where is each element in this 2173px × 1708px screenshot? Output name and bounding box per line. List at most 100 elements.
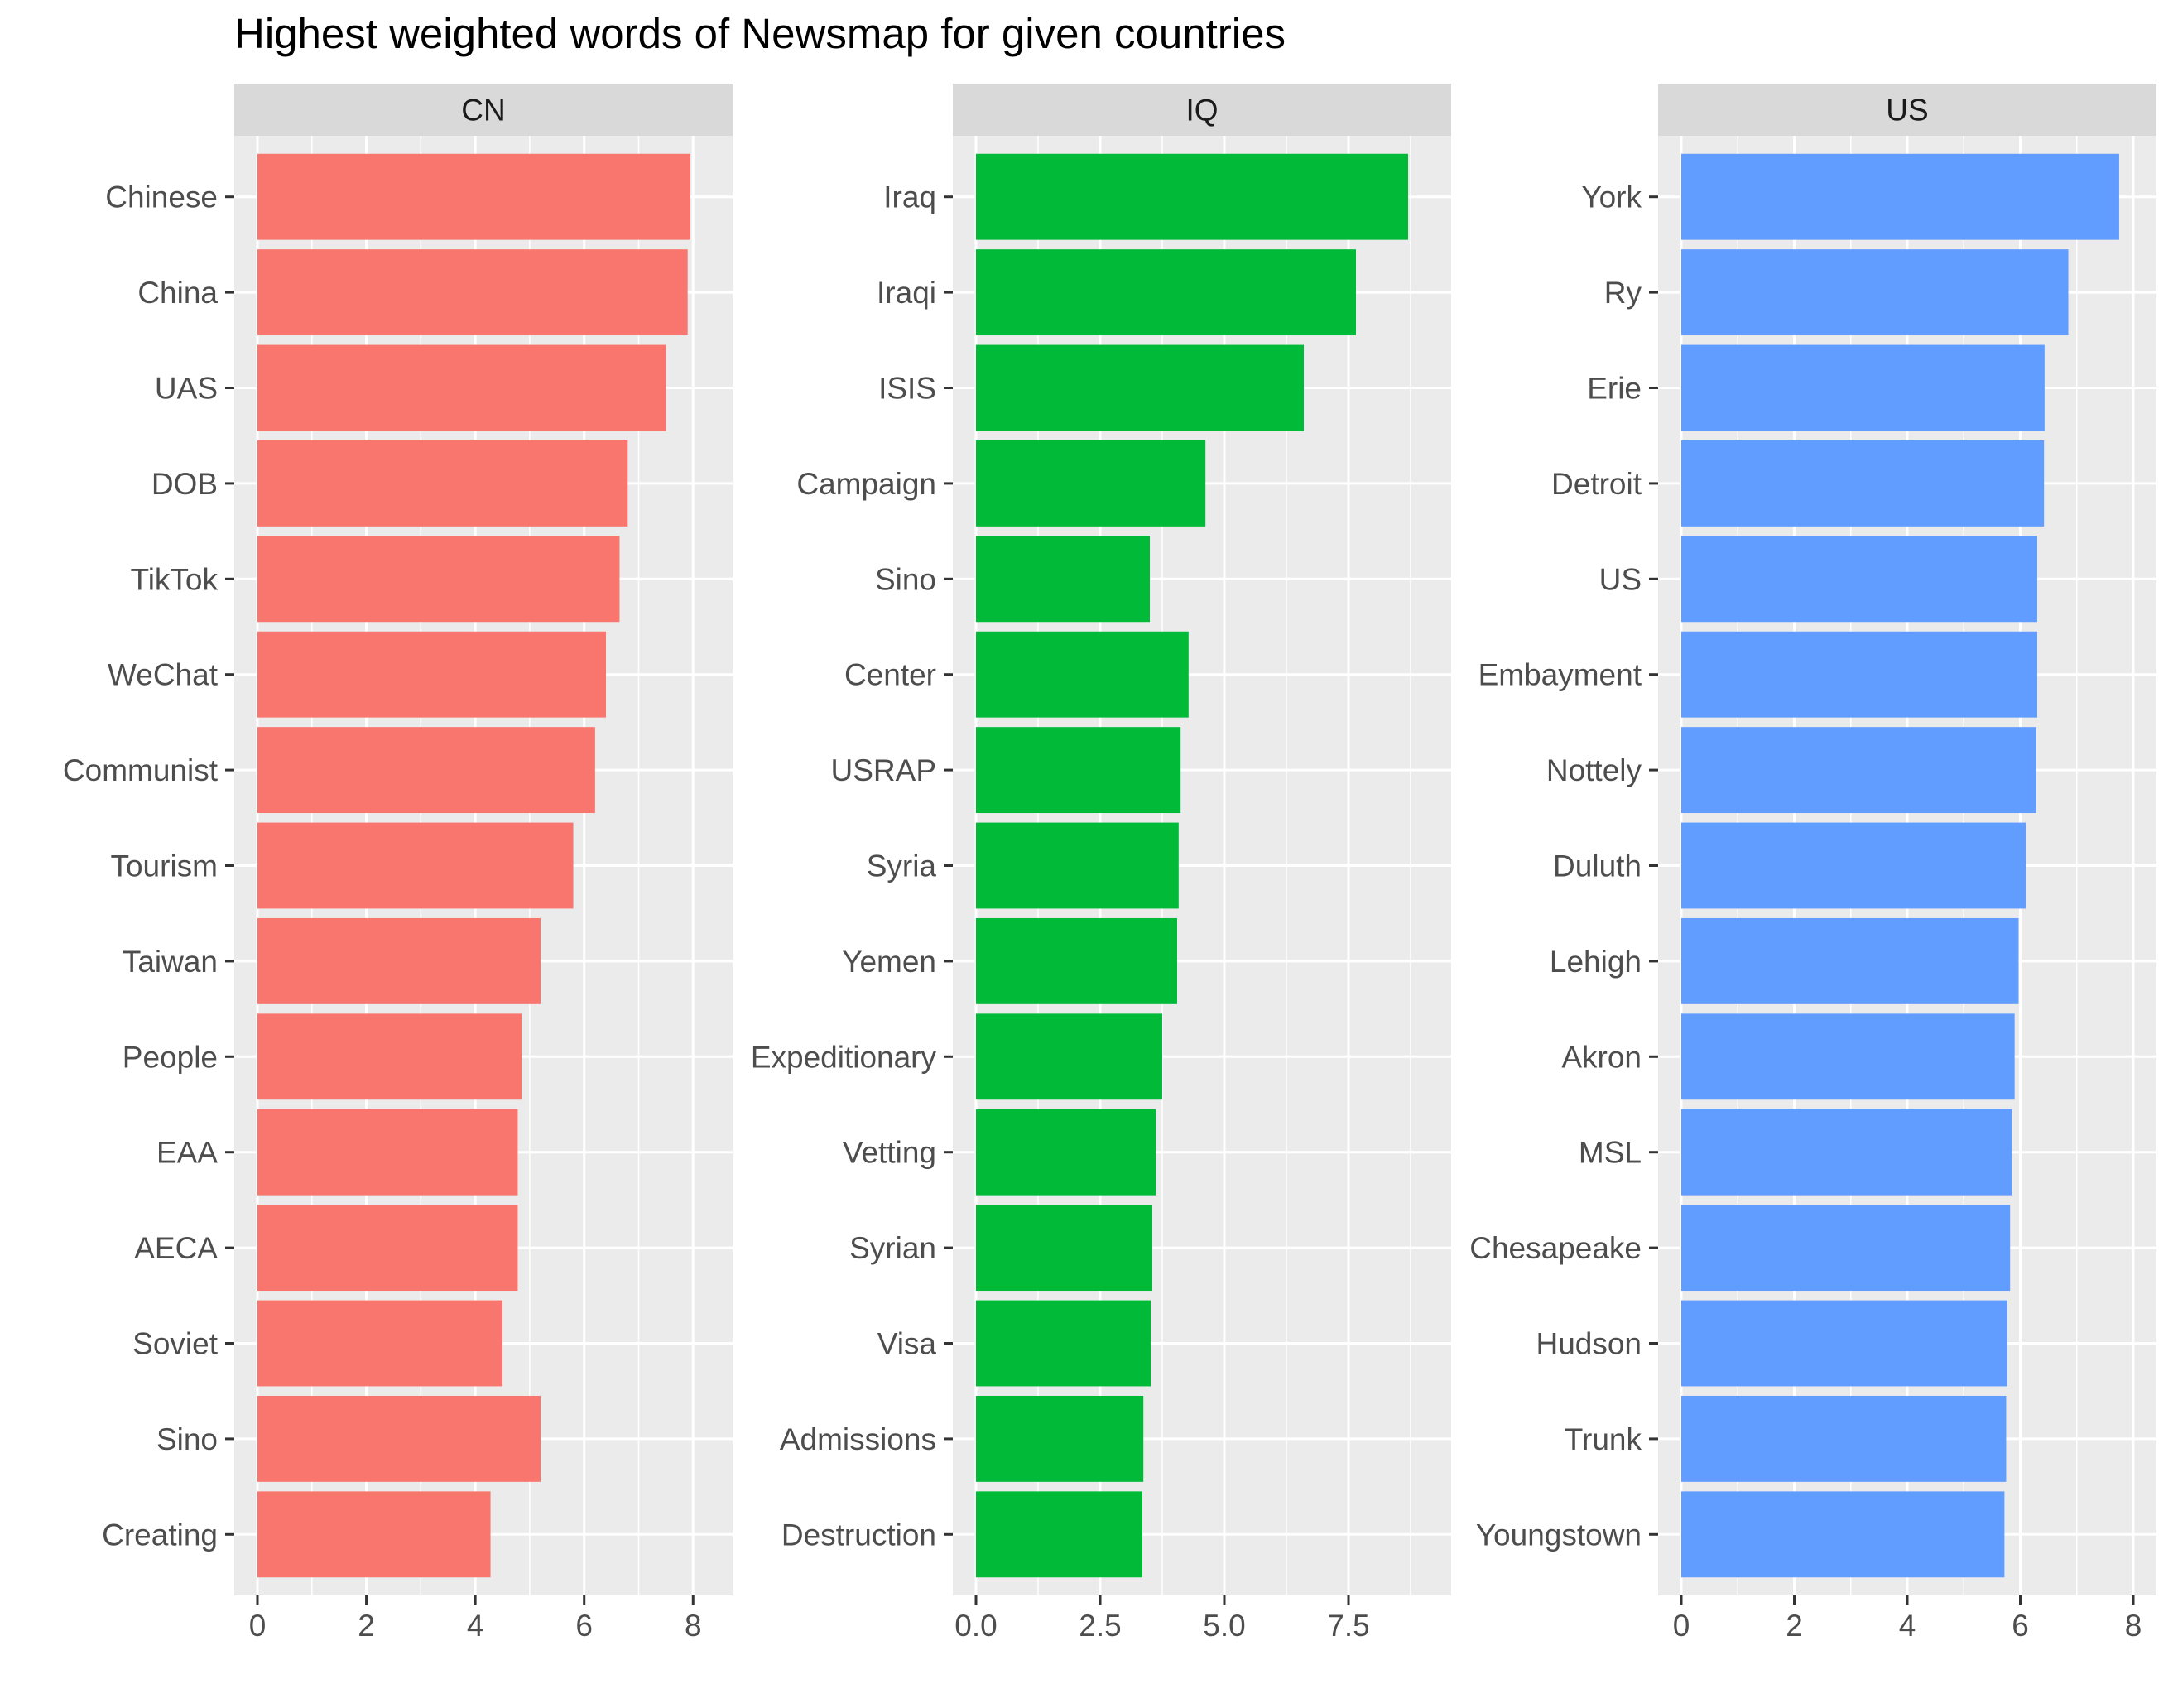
- y-tick-label-iq-vetting: Vetting: [843, 1136, 936, 1170]
- bar-us-trunk: [1681, 1395, 2007, 1482]
- facet-panels: CN Chinese China UAS DOB TikTok WeChat Communis…: [63, 84, 2156, 1643]
- y-tick-label-us-york: York: [1581, 180, 1642, 214]
- y-tick-label-us-hudson: Hudson: [1536, 1327, 1642, 1361]
- strip-label-us: US: [1886, 94, 1928, 127]
- y-tick-label-cn-people: People: [123, 1040, 218, 1074]
- bar-iq-yemen: [976, 917, 1177, 1004]
- y-tick-label-cn-dob: DOB: [151, 467, 218, 501]
- bar-cn-taiwan: [257, 917, 541, 1004]
- bar-us-us: [1681, 536, 2037, 623]
- bar-us-embayment: [1681, 631, 2037, 718]
- bar-iq-sino: [976, 536, 1150, 623]
- y-tick-label-cn-uas: UAS: [155, 372, 218, 406]
- panel-cn: CN Chinese China UAS DOB TikTok WeChat Communis…: [63, 84, 733, 1643]
- y-tick-label-us-trunk: Trunk: [1565, 1422, 1642, 1456]
- x-tick-label-iq: 2.5: [1079, 1609, 1121, 1643]
- x-tick-label-us: 4: [1899, 1609, 1916, 1643]
- bar-us-akron: [1681, 1013, 2015, 1100]
- bar-iq-iraq: [976, 153, 1408, 240]
- y-tick-label-us-erie: Erie: [1587, 372, 1642, 406]
- y-tick-label-cn-tourism: Tourism: [110, 849, 218, 883]
- bar-us-erie: [1681, 344, 2045, 431]
- y-tick-label-us-msl: MSL: [1579, 1136, 1642, 1170]
- bar-iq-visa: [976, 1300, 1151, 1387]
- x-tick-label-cn: 4: [467, 1609, 484, 1643]
- y-tick-label-iq-center: Center: [844, 658, 936, 692]
- bar-iq-campaign: [976, 440, 1206, 527]
- y-tick-label-iq-syria: Syria: [867, 849, 937, 883]
- chart-title: Highest weighted words of Newsmap for gi…: [234, 10, 1286, 57]
- bar-cn-wechat: [257, 631, 607, 718]
- bar-cn-tourism: [257, 822, 574, 909]
- y-tick-label-us-youngstown: Youngstown: [1476, 1518, 1642, 1552]
- bar-cn-sino: [257, 1395, 541, 1482]
- x-tick-label-us: 8: [2125, 1609, 2142, 1643]
- y-tick-label-us-akron: Akron: [1561, 1040, 1642, 1074]
- bar-cn-eaa: [257, 1109, 518, 1196]
- y-tick-label-cn-sino: Sino: [156, 1422, 218, 1456]
- strip-background-iq: [953, 84, 1451, 136]
- y-tick-label-iq-yemen: Yemen: [842, 945, 936, 979]
- bar-cn-china: [257, 249, 688, 336]
- y-tick-label-iq-sino: Sino: [875, 562, 936, 596]
- y-tick-label-iq-destruction: Destruction: [781, 1518, 936, 1552]
- y-tick-label-iq-iraq: Iraq: [883, 180, 936, 214]
- y-tick-label-cn-taiwan: Taiwan: [123, 945, 218, 979]
- bar-cn-communist: [257, 727, 595, 814]
- bar-us-msl: [1681, 1109, 2012, 1196]
- y-tick-label-us-detroit: Detroit: [1551, 467, 1642, 501]
- bar-us-detroit: [1681, 440, 2045, 527]
- bar-iq-syria: [976, 822, 1179, 909]
- panel-us: US York Ry Erie Detroit US Embayment Nottely Dul…: [1469, 84, 2156, 1643]
- bar-iq-iraqi: [976, 249, 1356, 336]
- bar-us-york: [1681, 153, 2119, 240]
- strip-label-iq: IQ: [1185, 94, 1218, 127]
- y-tick-label-cn-creating: Creating: [102, 1518, 218, 1552]
- bar-cn-tiktok: [257, 536, 620, 623]
- bar-iq-expeditionary: [976, 1013, 1162, 1100]
- y-tick-label-iq-expeditionary: Expeditionary: [751, 1040, 937, 1074]
- y-tick-label-us-duluth: Duluth: [1553, 849, 1642, 883]
- y-tick-label-iq-campaign: Campaign: [796, 467, 936, 501]
- x-tick-label-us: 2: [1786, 1609, 1803, 1643]
- bar-cn-aeca: [257, 1205, 518, 1292]
- y-tick-label-cn-soviet: Soviet: [132, 1327, 219, 1361]
- y-tick-label-us-ry: Ry: [1604, 276, 1642, 310]
- bar-iq-admissions: [976, 1395, 1144, 1482]
- y-tick-label-cn-communist: Communist: [63, 753, 219, 787]
- y-tick-label-us-us: US: [1599, 562, 1642, 596]
- x-tick-label-cn: 6: [575, 1609, 593, 1643]
- x-tick-label-cn: 2: [358, 1609, 375, 1643]
- y-tick-label-iq-visa: Visa: [877, 1327, 937, 1361]
- bar-cn-soviet: [257, 1300, 503, 1387]
- x-tick-label-iq: 0.0: [954, 1609, 997, 1643]
- y-tick-label-cn-aeca: AECA: [134, 1231, 218, 1265]
- bar-cn-creating: [257, 1491, 491, 1578]
- bar-iq-usrap: [976, 727, 1181, 814]
- bar-iq-center: [976, 631, 1189, 718]
- y-tick-label-cn-tiktok: TikTok: [130, 562, 218, 596]
- y-tick-label-us-embayment: Embayment: [1478, 658, 1642, 692]
- bar-us-youngstown: [1681, 1491, 2005, 1578]
- bar-cn-people: [257, 1013, 522, 1100]
- y-tick-label-iq-usrap: USRAP: [831, 753, 936, 787]
- y-tick-label-us-nottely: Nottely: [1546, 753, 1642, 787]
- strip-label-cn: CN: [461, 94, 505, 127]
- x-tick-label-cn: 0: [249, 1609, 267, 1643]
- bar-us-nottely: [1681, 727, 2036, 814]
- y-tick-label-cn-china: China: [137, 276, 218, 310]
- bar-us-duluth: [1681, 822, 2026, 909]
- y-tick-label-cn-eaa: EAA: [156, 1136, 218, 1170]
- x-tick-label-iq: 7.5: [1327, 1609, 1369, 1643]
- bar-iq-vetting: [976, 1109, 1156, 1196]
- x-tick-label-us: 6: [2012, 1609, 2029, 1643]
- x-tick-label-us: 0: [1673, 1609, 1690, 1643]
- x-tick-label-iq: 5.0: [1203, 1609, 1245, 1643]
- bar-iq-destruction: [976, 1491, 1142, 1578]
- bar-us-chesapeake: [1681, 1205, 2011, 1292]
- y-tick-label-iq-admissions: Admissions: [780, 1422, 936, 1456]
- bar-iq-syrian: [976, 1205, 1152, 1292]
- y-tick-label-cn-chinese: Chinese: [105, 180, 218, 214]
